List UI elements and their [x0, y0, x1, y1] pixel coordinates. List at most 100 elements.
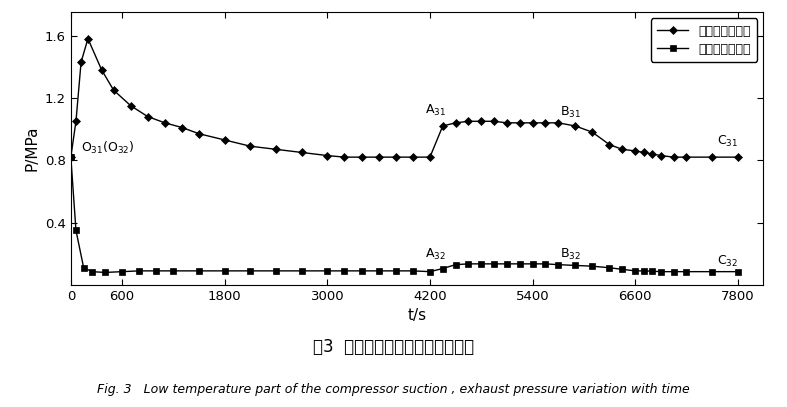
低温级进气压力	[682, 269, 691, 274]
低温级进气压力	[135, 269, 144, 274]
Line: 低温级排气压力: 低温级排气压力	[68, 36, 741, 160]
低温级排气压力	[604, 142, 614, 147]
低温级排气压力	[451, 120, 460, 125]
低温级排气压力	[553, 120, 563, 125]
Text: O$_{31}$(O$_{32}$): O$_{31}$(O$_{32}$)	[80, 140, 135, 155]
Text: B$_{32}$: B$_{32}$	[560, 246, 581, 262]
低温级排气压力	[515, 120, 524, 125]
Text: C$_{31}$: C$_{31}$	[717, 134, 738, 149]
Text: A$_{31}$: A$_{31}$	[424, 103, 445, 118]
Text: B$_{31}$: B$_{31}$	[560, 105, 581, 120]
低温级排气压力	[588, 130, 597, 135]
低温级排气压力	[374, 155, 383, 160]
低温级进气压力	[502, 261, 512, 266]
低温级排气压力	[656, 153, 666, 158]
低温级排气压力	[669, 155, 678, 160]
低温级进气压力	[528, 261, 538, 266]
低温级排气压力	[272, 147, 281, 152]
低温级进气压力	[357, 269, 366, 274]
低温级进气压力	[374, 269, 383, 274]
低温级排气压力	[408, 155, 418, 160]
低温级进气压力	[451, 262, 460, 267]
低温级进气压力	[408, 269, 418, 274]
低温级进气压力	[515, 261, 524, 266]
低温级排气压力	[733, 155, 742, 160]
低温级排气压力	[220, 138, 230, 142]
低温级排气压力	[323, 153, 332, 158]
低温级排气压力	[425, 155, 434, 160]
低温级进气压力	[553, 262, 563, 267]
低温级排气压力	[490, 119, 499, 124]
低温级进气压力	[669, 269, 678, 274]
低温级排气压力	[630, 149, 640, 153]
低温级排气压力	[246, 144, 255, 149]
低温级进气压力	[425, 269, 434, 274]
低温级排气压力	[571, 123, 580, 128]
低温级排气压力	[476, 119, 486, 124]
低温级进气压力	[272, 269, 281, 274]
低温级进气压力	[100, 270, 109, 275]
低温级进气压力	[639, 269, 648, 274]
低温级排气压力	[143, 114, 153, 119]
低温级排气压力	[357, 155, 366, 160]
Text: C$_{32}$: C$_{32}$	[717, 254, 738, 269]
低温级进气压力	[648, 269, 657, 274]
低温级排气压力	[109, 88, 118, 92]
低温级进气压力	[708, 269, 717, 274]
Legend: 低温级排气压力, 低温级进气压力: 低温级排气压力, 低温级进气压力	[651, 18, 757, 62]
Text: Fig. 3   Low temperature part of the compressor suction , exhaust pressure varia: Fig. 3 Low temperature part of the compr…	[97, 383, 690, 396]
低温级排气压力	[161, 120, 170, 125]
低温级排气压力	[528, 120, 538, 125]
低温级进气压力	[490, 261, 499, 266]
低温级进气压力	[297, 269, 306, 274]
低温级进气压力	[117, 269, 127, 274]
低温级排气压力	[464, 119, 473, 124]
低温级进气压力	[152, 269, 161, 274]
低温级进气压力	[246, 269, 255, 274]
低温级进气压力	[588, 264, 597, 269]
低温级排气压力	[297, 150, 306, 155]
低温级进气压力	[630, 269, 640, 274]
低温级进气压力	[618, 267, 627, 272]
低温级进气压力	[79, 265, 88, 270]
低温级进气压力	[87, 269, 97, 274]
低温级排气压力	[72, 119, 81, 124]
低温级排气压力	[83, 36, 93, 41]
低温级进气压力	[604, 265, 614, 270]
Text: A$_{32}$: A$_{32}$	[425, 246, 445, 262]
低温级排气压力	[66, 155, 76, 160]
低温级排气压力	[648, 151, 657, 156]
低温级排气压力	[618, 147, 627, 152]
低温级进气压力	[464, 261, 473, 266]
低温级进气压力	[438, 266, 448, 271]
Text: 图3  低温级压缩机压力随时间变化: 图3 低温级压缩机压力随时间变化	[313, 338, 474, 356]
低温级进气压力	[72, 228, 81, 233]
Line: 低温级进气压力: 低温级进气压力	[68, 154, 741, 275]
低温级进气压力	[571, 263, 580, 268]
低温级进气压力	[476, 261, 486, 266]
低温级排气压力	[97, 68, 106, 72]
X-axis label: t/s: t/s	[408, 309, 427, 323]
低温级进气压力	[541, 261, 550, 266]
低温级排气压力	[340, 155, 349, 160]
低温级进气压力	[656, 269, 666, 274]
低温级进气压力	[194, 269, 204, 274]
低温级进气压力	[220, 269, 230, 274]
低温级进气压力	[66, 155, 76, 160]
低温级进气压力	[340, 269, 349, 274]
低温级排气压力	[541, 120, 550, 125]
低温级排气压力	[126, 103, 135, 108]
低温级排气压力	[438, 123, 448, 128]
低温级排气压力	[708, 155, 717, 160]
低温级排气压力	[76, 60, 86, 65]
低温级进气压力	[168, 269, 178, 274]
低温级排气压力	[682, 155, 691, 160]
低温级排气压力	[194, 131, 204, 136]
低温级排气压力	[177, 125, 187, 130]
Y-axis label: P/MPa: P/MPa	[24, 126, 39, 171]
低温级排气压力	[391, 155, 401, 160]
低温级排气压力	[639, 150, 648, 155]
低温级排气压力	[502, 120, 512, 125]
低温级进气压力	[391, 269, 401, 274]
低温级进气压力	[323, 269, 332, 274]
